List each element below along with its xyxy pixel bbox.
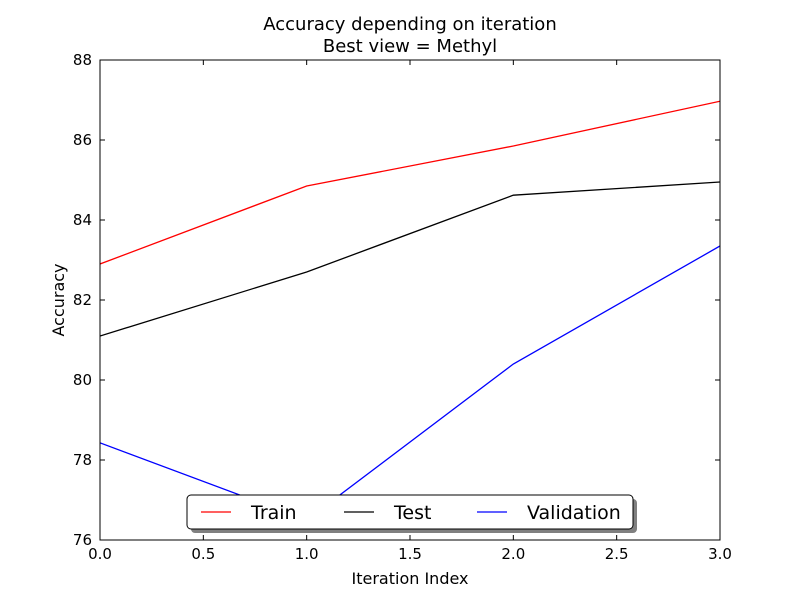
legend-label-validation: Validation bbox=[527, 502, 621, 524]
y-tick-label: 82 bbox=[73, 291, 92, 309]
series-line-test bbox=[100, 181, 720, 337]
legend-label-train: Train bbox=[250, 502, 297, 524]
y-tick-label: 84 bbox=[73, 211, 92, 229]
series-lines bbox=[100, 100, 720, 521]
y-tick-label: 78 bbox=[73, 451, 92, 469]
chart-title: Accuracy depending on iteration bbox=[263, 14, 556, 35]
y-tick-label: 76 bbox=[73, 531, 92, 549]
plot-area: 0.0 0.5 1.0 1.5 2.0 2.5 3.0 76 78 80 82 84 86 88 bbox=[73, 51, 732, 563]
x-tick-label: 2.5 bbox=[605, 545, 629, 563]
legend: Train Test Validation bbox=[186, 494, 637, 533]
x-tick-label: 2.0 bbox=[501, 545, 525, 563]
x-tick-label: 0.0 bbox=[88, 545, 112, 563]
x-tick-label: 0.5 bbox=[191, 545, 215, 563]
legend-box bbox=[186, 494, 634, 530]
y-tick-label: 80 bbox=[73, 371, 92, 389]
legend-label-test: Test bbox=[393, 502, 431, 524]
chart-subtitle: Best view = Methyl bbox=[323, 36, 497, 57]
x-tick-label: 1.5 bbox=[398, 545, 422, 563]
y-tick-label: 88 bbox=[73, 51, 92, 69]
y-axis-label: Accuracy bbox=[49, 263, 68, 336]
y-tick-label: 86 bbox=[73, 131, 92, 149]
x-axis-label: Iteration Index bbox=[352, 569, 469, 588]
x-tick-label: 3.0 bbox=[708, 545, 732, 563]
x-tick-label: 1.0 bbox=[295, 545, 319, 563]
series-line-validation bbox=[100, 245, 720, 521]
series-line-train bbox=[100, 100, 720, 265]
axes-frame bbox=[99, 59, 721, 541]
